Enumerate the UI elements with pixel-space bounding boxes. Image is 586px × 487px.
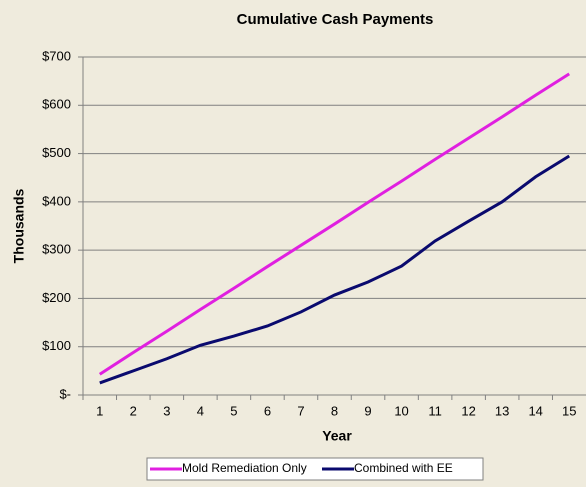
series-line (99, 154, 571, 385)
legend-label: Combined with EE (354, 461, 453, 475)
y-tick-label: $500 (42, 145, 71, 160)
x-tick-label: 14 (528, 403, 542, 418)
x-tick-label: 11 (428, 403, 442, 418)
x-tick-label: 2 (130, 403, 137, 418)
y-tick-label: $700 (42, 48, 71, 63)
x-tick-label: 7 (297, 403, 304, 418)
x-tick-label: 5 (230, 403, 237, 418)
legend-label: Mold Remediation Only (182, 461, 307, 475)
x-tick-label: 13 (495, 403, 509, 418)
y-tick-label: $600 (42, 97, 71, 112)
x-tick-label: 12 (461, 403, 475, 418)
y-axis-label: Thousands (11, 188, 27, 263)
x-tick-label: 3 (163, 403, 170, 418)
x-tick-label: 9 (364, 403, 371, 418)
x-tick-label: 8 (331, 403, 338, 418)
x-tick-label: 10 (394, 403, 408, 418)
y-tick-label: $400 (42, 193, 71, 208)
chart-title: Cumulative Cash Payments (237, 11, 434, 28)
series-line (98, 72, 571, 376)
x-axis-label: Year (322, 428, 352, 444)
x-tick-label: 6 (264, 403, 271, 418)
x-tick-label: 4 (197, 403, 204, 418)
legend (146, 457, 484, 481)
x-tick-label: 1 (96, 403, 103, 418)
y-tick-label: $100 (42, 338, 71, 353)
y-tick-label: $200 (42, 290, 71, 305)
y-tick-label: $- (59, 386, 71, 401)
y-tick-label: $300 (42, 242, 71, 257)
x-tick-label: 15 (562, 403, 576, 418)
